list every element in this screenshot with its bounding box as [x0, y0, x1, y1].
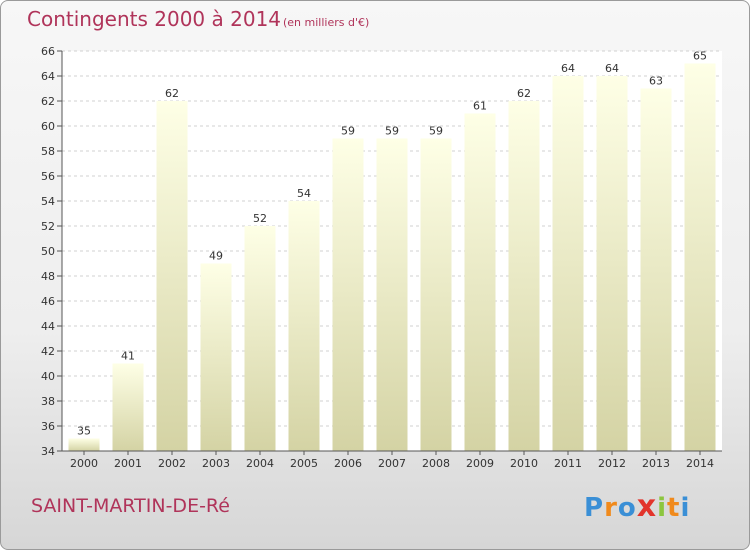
- y-tick-label: 42: [41, 345, 55, 358]
- logo-letter: t: [667, 493, 681, 523]
- logo-letter: P: [584, 493, 605, 523]
- bar-value-label: 59: [341, 125, 355, 138]
- y-tick-label: 66: [41, 45, 55, 58]
- bar-value-label: 35: [77, 425, 91, 438]
- proxiti-logo: Proxiti: [584, 489, 690, 524]
- x-tick-label: 2008: [422, 457, 450, 470]
- bar-value-label: 64: [605, 62, 619, 75]
- axes: 34 36 38 40 42 44 46 48 50 52 54 56 58 60 62 64 66 2000 20…: [41, 45, 722, 470]
- y-tick-label: 60: [41, 120, 55, 133]
- bar-value-label: 62: [165, 87, 179, 100]
- x-tick-label: 2014: [686, 457, 714, 470]
- bar-2010: [508, 101, 540, 451]
- commune-name: SAINT-MARTIN-DE-Ré: [31, 495, 230, 517]
- bar-2013: [640, 88, 672, 451]
- x-tick-label: 2009: [466, 457, 494, 470]
- y-tick-label: 40: [41, 370, 55, 383]
- bar-value-label: 41: [121, 350, 135, 363]
- logo-letter: i: [680, 493, 691, 523]
- logo-letter: o: [617, 493, 637, 523]
- bar-value-label: 61: [473, 100, 487, 113]
- bar-value-label: 54: [297, 187, 311, 200]
- bar-2011: [552, 76, 584, 451]
- logo-letter: x: [636, 489, 658, 524]
- y-tick-label: 58: [41, 145, 55, 158]
- bar-2009: [464, 113, 496, 451]
- y-tick-label: 64: [41, 70, 55, 83]
- x-tick-label: 2010: [510, 457, 538, 470]
- x-tick-label: 2011: [554, 457, 582, 470]
- y-tick-label: 38: [41, 395, 55, 408]
- bar-2005: [288, 201, 320, 451]
- bar-value-label: 62: [517, 87, 531, 100]
- y-tick-label: 54: [41, 195, 55, 208]
- bar-value-label: 65: [693, 50, 707, 63]
- bar-2008: [420, 138, 452, 451]
- bar-value-label: 59: [429, 125, 443, 138]
- bars: 35 41 62 49 52 54 59 59 59 61 62 64 64 63 65: [68, 50, 716, 451]
- bar-value-label: 59: [385, 125, 399, 138]
- y-tick-label: 56: [41, 170, 55, 183]
- bar-2001: [112, 363, 144, 451]
- bar-2000: [68, 438, 100, 451]
- bar-value-label: 52: [253, 212, 267, 225]
- x-tick-label: 2000: [70, 457, 98, 470]
- logo-letter: r: [604, 493, 618, 523]
- y-tick-label: 62: [41, 95, 55, 108]
- bar-2004: [244, 226, 276, 451]
- x-tick-label: 2013: [642, 457, 670, 470]
- y-tick-label: 46: [41, 295, 55, 308]
- x-tick-label: 2002: [158, 457, 186, 470]
- y-tick-label: 36: [41, 420, 55, 433]
- bar-2014: [684, 63, 716, 451]
- x-tick-label: 2012: [598, 457, 626, 470]
- bar-2006: [332, 138, 364, 451]
- y-tick-label: 44: [41, 320, 55, 333]
- bar-2003: [200, 263, 232, 451]
- x-tick-label: 2007: [378, 457, 406, 470]
- bar-2002: [156, 101, 188, 451]
- x-tick-label: 2003: [202, 457, 230, 470]
- chart-subtitle: (en milliers d'€): [283, 16, 370, 29]
- logo-letter: i: [657, 493, 668, 523]
- bar-2007: [376, 138, 408, 451]
- chart-title: Contingents 2000 à 2014: [27, 7, 282, 31]
- y-tick-label: 52: [41, 220, 55, 233]
- bar-2012: [596, 76, 628, 451]
- y-tick-label: 34: [41, 445, 55, 458]
- x-tick-label: 2005: [290, 457, 318, 470]
- bar-value-label: 49: [209, 250, 223, 263]
- x-tick-label: 2001: [114, 457, 142, 470]
- y-tick-label: 48: [41, 270, 55, 283]
- y-tick-label: 50: [41, 245, 55, 258]
- bar-value-label: 63: [649, 75, 663, 88]
- x-tick-label: 2004: [246, 457, 274, 470]
- bar-value-label: 64: [561, 62, 575, 75]
- x-tick-label: 2006: [334, 457, 362, 470]
